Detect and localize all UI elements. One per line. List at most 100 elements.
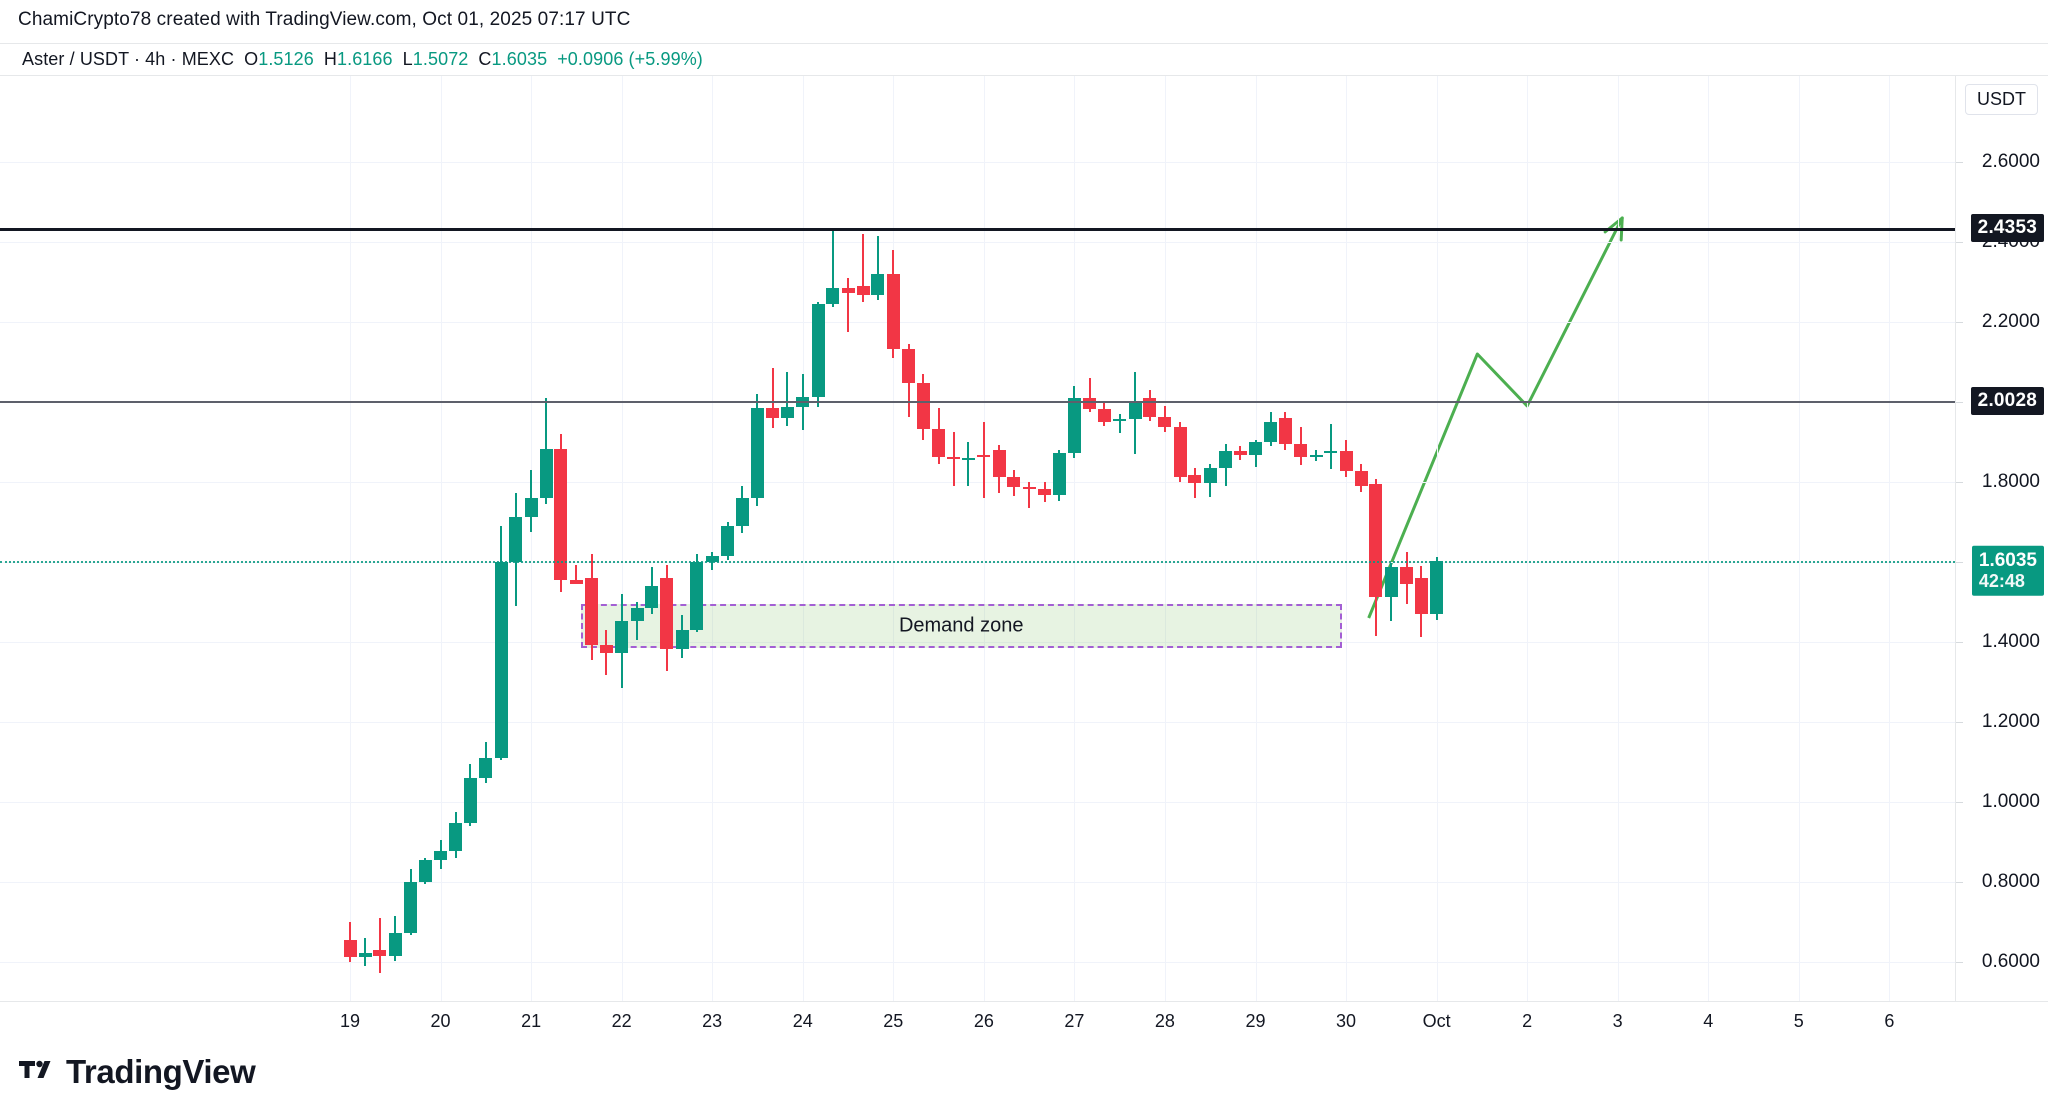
candle-body[interactable] <box>1278 418 1292 444</box>
candle-body[interactable] <box>735 498 749 526</box>
candle-body[interactable] <box>947 457 961 460</box>
candle-body[interactable] <box>841 288 855 294</box>
candle-body[interactable] <box>886 274 900 350</box>
candle-body[interactable] <box>690 562 704 630</box>
candle-body[interactable] <box>554 449 568 580</box>
candle-body[interactable] <box>750 408 764 498</box>
candle-body[interactable] <box>1067 398 1081 454</box>
candle-body[interactable] <box>1264 422 1278 442</box>
candle-body[interactable] <box>569 580 583 584</box>
level-price-tag-resistance: 2.4353 <box>1970 213 2044 242</box>
candle-body[interactable] <box>916 382 930 430</box>
candle-body[interactable] <box>932 429 946 458</box>
open-key: O <box>244 49 259 69</box>
candle-body[interactable] <box>358 953 372 958</box>
candle-wick <box>1329 424 1332 470</box>
candle-body[interactable] <box>1324 450 1338 453</box>
candle-body[interactable] <box>418 860 432 882</box>
candle-body[interactable] <box>977 454 991 458</box>
candle-body[interactable] <box>1400 566 1414 584</box>
candle-body[interactable] <box>630 608 644 622</box>
candle-body[interactable] <box>1038 489 1052 495</box>
candle-body[interactable] <box>1188 474 1202 483</box>
candle-body[interactable] <box>1219 450 1233 468</box>
candle-body[interactable] <box>524 498 538 518</box>
candle-body[interactable] <box>902 349 916 383</box>
price-tick-mark <box>1956 242 1963 243</box>
candle-body[interactable] <box>961 458 975 460</box>
candle-body[interactable] <box>1083 398 1097 410</box>
attribution-text: ChamiCrypto78 created with TradingView.c… <box>18 9 631 30</box>
candle-body[interactable] <box>1414 578 1428 614</box>
price-tick-mark <box>1956 162 1963 163</box>
candle-body[interactable] <box>1158 417 1172 427</box>
candle-body[interactable] <box>660 578 674 650</box>
candle-wick <box>575 565 578 584</box>
candle-body[interactable] <box>479 758 493 778</box>
candle-body[interactable] <box>826 288 840 304</box>
candle-wick <box>876 236 879 300</box>
candle-body[interactable] <box>463 778 477 823</box>
candle-body[interactable] <box>539 449 553 498</box>
candle-body[interactable] <box>615 621 629 654</box>
candle-body[interactable] <box>343 940 357 958</box>
gridline-vertical <box>983 76 985 1001</box>
candle-body[interactable] <box>599 645 613 654</box>
close-key: C <box>478 49 492 69</box>
gridline-vertical <box>440 76 442 1001</box>
candle-body[interactable] <box>1203 468 1217 483</box>
candle-body[interactable] <box>871 274 885 295</box>
chart-legend[interactable]: Aster / USDT · 4h · MEXC O1.5126 H1.6166 L1… <box>22 49 703 70</box>
candle-body[interactable] <box>1384 566 1398 598</box>
price-axis-label: 2.2000 <box>1981 311 2040 332</box>
gridline-vertical <box>893 76 895 1001</box>
candle-body[interactable] <box>721 526 735 556</box>
candle-body[interactable] <box>1309 454 1323 458</box>
candle-body[interactable] <box>404 882 418 934</box>
candle-body[interactable] <box>675 630 689 650</box>
candle-body[interactable] <box>1128 401 1142 419</box>
gridline-horizontal <box>0 242 1955 243</box>
candle-body[interactable] <box>1052 453 1066 495</box>
candle-body[interactable] <box>780 406 794 418</box>
candle-body[interactable] <box>1233 450 1247 455</box>
open-value: 1.5126 <box>258 49 314 69</box>
currency-chip[interactable]: USDT <box>1965 84 2038 115</box>
price-axis[interactable]: USDT 2.60002.40002.20002.00001.80001.600… <box>1955 76 2048 1001</box>
candle-body[interactable] <box>1113 418 1127 421</box>
time-axis-label: 21 <box>521 1011 542 1031</box>
candle-body[interactable] <box>373 950 387 957</box>
demand-zone-rect[interactable] <box>580 604 1342 648</box>
candle-body[interactable] <box>1369 484 1383 598</box>
symbol-label[interactable]: Aster / USDT · 4h · MEXC <box>22 49 235 69</box>
level-line-resistance[interactable] <box>0 227 1955 231</box>
candle-body[interactable] <box>1097 409 1111 422</box>
candle-body[interactable] <box>1339 450 1353 471</box>
candle-body[interactable] <box>1354 470 1368 486</box>
level-line-support[interactable] <box>0 400 1955 403</box>
candle-body[interactable] <box>434 850 448 860</box>
candle-body[interactable] <box>705 556 719 562</box>
candle-body[interactable] <box>1430 560 1444 614</box>
candle-body[interactable] <box>1022 486 1036 489</box>
candle-body[interactable] <box>1294 444 1308 458</box>
candle-body[interactable] <box>645 586 659 608</box>
candle-body[interactable] <box>449 822 463 851</box>
candle-body[interactable] <box>585 578 599 646</box>
candle-body[interactable] <box>1249 442 1262 455</box>
candle-body[interactable] <box>811 304 825 398</box>
candle-body[interactable] <box>856 286 870 295</box>
time-axis[interactable]: 19 20 21 22 23 24 25 26 27 28 29 30 Oct 2 3 4 5 6 <box>0 1001 2048 1037</box>
candle-body[interactable] <box>509 517 523 562</box>
candle-body[interactable] <box>494 562 508 758</box>
candle-body[interactable] <box>992 450 1006 478</box>
gridline-vertical <box>1889 76 1891 1001</box>
candle-body[interactable] <box>1173 426 1187 478</box>
time-axis-label: Oct <box>1422 1011 1451 1031</box>
price-tick-mark <box>1956 882 1963 883</box>
candle-body[interactable] <box>766 408 780 418</box>
chart-plot-area[interactable]: Demand zone <box>0 76 1955 1001</box>
price-tick-mark <box>1956 562 1963 563</box>
candle-body[interactable] <box>1007 477 1021 487</box>
candle-body[interactable] <box>388 933 402 957</box>
